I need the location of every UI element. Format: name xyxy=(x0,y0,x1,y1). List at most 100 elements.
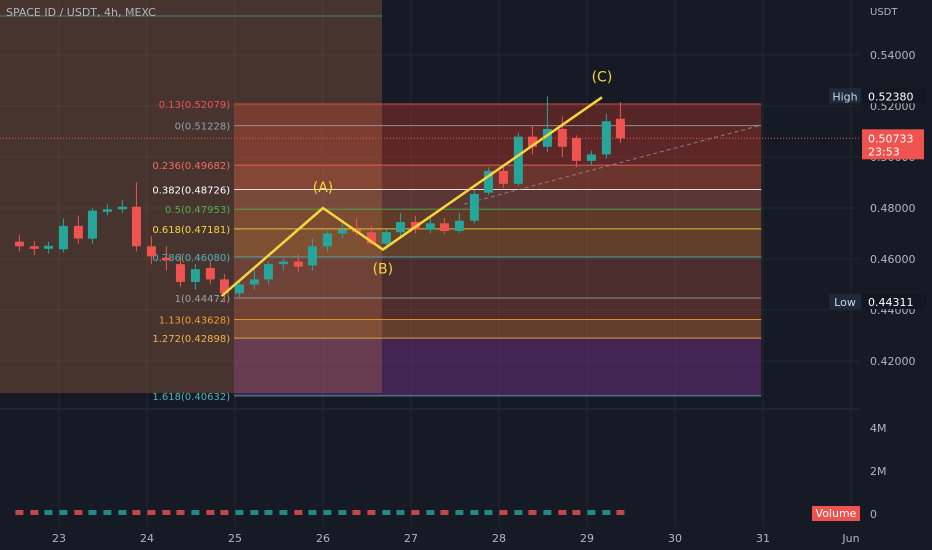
time-tick: 23 xyxy=(52,532,66,545)
volume-bar xyxy=(587,510,596,515)
volume-bar xyxy=(294,510,303,515)
volume-bar xyxy=(30,510,39,515)
candle-body xyxy=(483,171,493,193)
price-tick: 0.54000 xyxy=(870,49,916,62)
low-badge-label: Low xyxy=(834,296,856,309)
elliott-waves: (A) (B) (C) xyxy=(220,69,613,297)
volume-bar xyxy=(250,510,259,515)
volume-bar xyxy=(572,510,581,515)
candle-body xyxy=(557,128,567,147)
time-tick: 31 xyxy=(756,532,770,545)
fib-label: 0.382(0.48726) xyxy=(152,185,230,196)
volume-bar xyxy=(602,510,611,515)
fib-label: 0.786(0.46080) xyxy=(152,253,230,264)
fib-zone xyxy=(234,125,762,166)
wave-label: (C) xyxy=(592,69,613,85)
trend-dashed xyxy=(463,124,762,205)
axis-currency: USDT xyxy=(870,7,898,18)
candle-body xyxy=(542,128,552,147)
candle-body xyxy=(571,137,581,161)
volume-bar xyxy=(264,510,273,515)
volume-bar xyxy=(176,510,185,515)
volume-bar xyxy=(616,510,625,515)
candle-body xyxy=(219,279,229,294)
candle-body xyxy=(234,284,244,294)
volume-bar xyxy=(470,510,479,515)
fib-zone xyxy=(234,228,762,257)
time-tick: 24 xyxy=(140,532,154,545)
fib-zone xyxy=(234,209,762,229)
volume-bars xyxy=(15,510,625,515)
fib-label: 1.13(0.43628) xyxy=(159,315,231,326)
volume-bar xyxy=(44,510,53,515)
time-tick: 25 xyxy=(228,532,242,545)
candle-body xyxy=(307,246,317,266)
candle-body xyxy=(395,222,405,233)
fib-zone xyxy=(234,319,762,339)
fib-label: 1(0.44472) xyxy=(175,294,231,305)
fib-levels: 0.13(0.52079) 0(0.51228) 0.236(0.49682) 0.3… xyxy=(152,100,762,403)
time-tick: 28 xyxy=(492,532,506,545)
candle-body xyxy=(278,261,288,265)
candle-body xyxy=(161,257,171,261)
wave-label: (B) xyxy=(373,262,394,278)
volume-bar xyxy=(323,510,332,515)
volume-bar xyxy=(352,510,361,515)
volume-bar xyxy=(308,510,317,515)
high-badge-label-bg xyxy=(829,88,861,104)
fib-zone xyxy=(234,338,762,396)
volume-bar xyxy=(484,510,493,515)
candle-body xyxy=(205,267,215,280)
time-tick: Jun xyxy=(841,532,859,545)
fib-label: 0.618(0.47181) xyxy=(152,225,230,236)
candle-body xyxy=(586,154,596,161)
candle-body xyxy=(615,118,625,139)
volume-bar xyxy=(499,510,508,515)
volume-bar xyxy=(558,510,567,515)
volume-bar xyxy=(411,510,420,515)
candle-body xyxy=(425,223,435,230)
volume-bar xyxy=(88,510,97,515)
candle-body xyxy=(146,246,156,257)
volume-bar xyxy=(206,510,215,515)
volume-tick: 0 xyxy=(870,508,877,521)
grid xyxy=(0,0,860,525)
time-tick: 26 xyxy=(316,532,330,545)
chart-title: SPACE ID / USDT, 4h, MEXC xyxy=(6,6,156,19)
volume-bar xyxy=(191,510,200,515)
candles xyxy=(14,96,625,303)
fib-label: 0(0.51228) xyxy=(175,122,231,133)
volume-label-bg xyxy=(812,506,860,521)
volume-bar xyxy=(220,510,229,515)
fib-zones xyxy=(0,0,762,396)
fib-label: 1.618(0.40632) xyxy=(152,392,230,403)
candle-body xyxy=(322,233,332,247)
candle-body xyxy=(73,225,83,239)
volume-bar xyxy=(455,510,464,515)
volume-label: Volume xyxy=(816,507,857,520)
volume-bar xyxy=(367,510,376,515)
high-badge-label: High xyxy=(832,90,857,103)
candle-body xyxy=(337,229,347,234)
candle-body xyxy=(513,136,523,184)
volume-tick: 4M xyxy=(870,422,887,435)
wave-label: (A) xyxy=(313,180,334,196)
countdown: 23:53 xyxy=(868,145,900,158)
last-price-bg xyxy=(862,129,924,160)
fib-zone-wide xyxy=(0,0,382,393)
candle-body xyxy=(366,232,376,244)
volume-bar xyxy=(279,510,288,515)
candle-body xyxy=(102,209,112,212)
volume-bar xyxy=(147,510,156,515)
low-badge-label-bg xyxy=(829,294,861,310)
volume-bar xyxy=(132,510,141,515)
candle-body xyxy=(131,206,141,247)
candle-body xyxy=(175,264,185,282)
volume-bar xyxy=(15,510,24,515)
high-badge-value: 0.52380 xyxy=(868,90,914,103)
fib-zone xyxy=(234,103,762,126)
fib-zone xyxy=(234,189,762,210)
